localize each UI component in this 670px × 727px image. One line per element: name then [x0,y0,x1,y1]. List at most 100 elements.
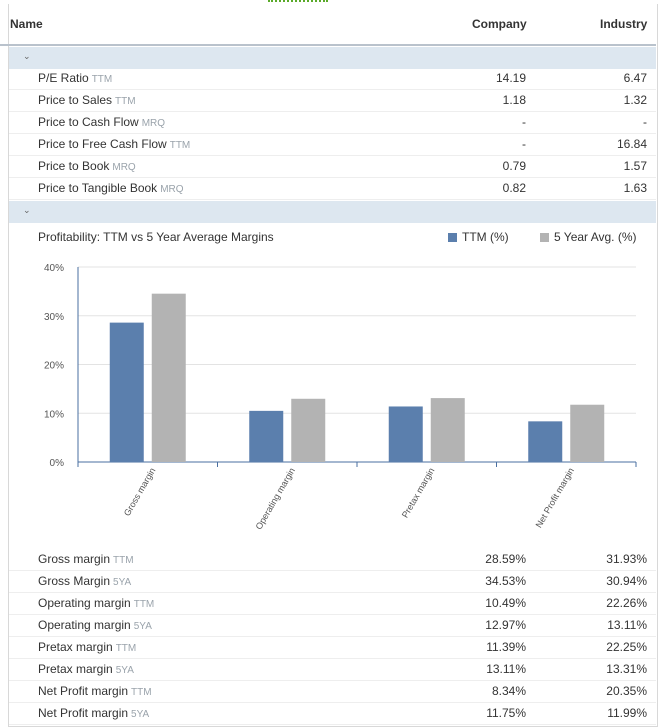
legend-item-5ya[interactable]: 5 Year Avg. (%) [540,230,637,244]
bar-5ya-net-profit-margin [570,404,605,462]
industry-value: 22.26% [606,596,647,610]
legend-label-ttm: TTM (%) [462,230,509,244]
row-label: P/E Ratio TTM [38,71,112,85]
industry-value: 1.63 [623,181,647,195]
row-period: MRQ [112,162,136,173]
row-label-text: Operating margin [38,618,131,632]
company-value: 8.34% [491,684,526,698]
row-label: Gross Margin 5YA [38,574,131,588]
legend-label-5ya: 5 Year Avg. (%) [554,230,637,244]
bar-ttm-gross-margin [109,322,144,462]
y-tick-label: 30% [44,312,64,323]
row-label-text: Pretax margin [38,640,113,654]
table-row: Price to Free Cash Flow TTM - 16.84 [9,133,656,156]
header-name: Name [10,17,43,31]
company-value: 28.59% [485,552,526,566]
company-value: 0.82 [502,181,526,195]
industry-value: 1.57 [623,159,647,173]
header-company: Company [472,17,527,31]
row-label: Operating margin 5YA [38,618,152,632]
row-label-text: Pretax margin [38,662,113,676]
row-label-text: Gross Margin [38,574,111,588]
table-row: Pretax margin TTM 11.39% 22.25% [9,636,656,659]
bar-5ya-pretax-margin [430,398,465,462]
row-label: Price to Tangible Book MRQ [38,181,184,195]
chart-title: Profitability: TTM vs 5 Year Average Mar… [38,230,274,244]
company-value: - [522,115,526,129]
row-period: TTM [115,643,137,654]
chevron-down-icon: ⌄ [23,205,31,215]
row-label-text: Net Profit margin [38,706,129,720]
row-period: TTM [131,687,152,698]
table-row: P/E Ratio TTM 14.19 6.47 [9,67,656,90]
company-value: - [522,137,526,151]
table-row: Price to Sales TTM 1.18 1.32 [9,89,656,112]
row-label: Net Profit margin TTM [38,684,152,698]
industry-value: - [643,115,647,129]
legend-swatch-ttm [448,232,457,242]
industry-value: 31.93% [606,552,647,566]
table-row: Operating margin 5YA 12.97% 13.11% [9,614,656,637]
row-period: 5YA [113,577,132,588]
table-row: Price to Tangible Book MRQ 0.82 1.63 [9,177,656,200]
table-row: Operating margin TTM 10.49% 22.26% [9,592,656,615]
industry-value: 1.32 [623,93,647,107]
table-row: Net Profit margin 5YA 11.75% 11.99% [9,702,656,725]
row-label: Price to Book MRQ [38,159,136,173]
industry-value: 6.47 [623,71,647,85]
profitability-group-toggle[interactable]: ⌄ [9,201,656,223]
table-row: Net Profit margin TTM 8.34% 20.35% [9,680,656,703]
bar-ttm-operating-margin [249,410,284,462]
table-row: Pretax margin 5YA 13.11% 13.31% [9,658,656,681]
industry-value: 13.11% [607,618,647,632]
company-value: 12.97% [485,618,526,632]
table-row: Price to Cash Flow MRQ - - [9,111,656,134]
row-period: TTM [133,599,155,610]
company-value: 11.75% [486,706,526,720]
top-strip [0,0,670,4]
y-tick-label: 20% [44,361,64,372]
x-category-label: Net Profit margin [534,466,576,529]
row-period: TTM [113,555,134,566]
row-label-text: Price to Sales [38,93,113,107]
row-period: 5YA [115,665,134,676]
row-period: 5YA [131,709,150,720]
y-tick-label: 40% [44,263,64,274]
row-label: Gross margin TTM [38,552,134,566]
industry-value: 22.25% [606,640,647,654]
table-header: Name Company Industry [0,4,656,46]
row-label: Operating margin TTM [38,596,154,610]
y-tick-label: 0% [50,458,65,469]
table-row: Gross margin TTM 28.59% 31.93% [9,548,656,571]
row-label: Price to Cash Flow MRQ [38,115,165,129]
row-label-text: Net Profit margin [38,684,129,698]
row-label: Pretax margin 5YA [38,662,134,676]
row-label-text: Operating margin [38,596,131,610]
valuation-group-toggle[interactable]: ⌄ [9,47,656,69]
bar-ttm-pretax-margin [388,406,423,462]
top-accent [268,0,328,4]
row-label-text: P/E Ratio [38,71,89,85]
company-value: 1.18 [502,93,526,107]
x-category-label: Pretax margin [400,466,437,520]
row-label: Price to Free Cash Flow TTM [38,137,190,151]
bar-5ya-gross-margin [151,293,186,462]
row-label: Pretax margin TTM [38,640,136,654]
industry-value: 20.35% [606,684,647,698]
row-period: TTM [169,140,191,151]
industry-value: 30.94% [606,574,647,588]
row-period: 5YA [133,621,152,632]
company-value: 11.39% [486,640,526,654]
row-label: Price to Sales TTM [38,93,136,107]
industry-value: 13.31% [606,662,647,676]
x-category-label: Gross margin [122,466,158,518]
table-row: Gross Margin 5YA 34.53% 30.94% [9,570,656,593]
row-label-text: Price to Tangible Book [38,181,158,195]
row-period: TTM [91,74,113,85]
row-period: TTM [115,96,136,107]
row-label-text: Price to Book [38,159,110,173]
legend-item-ttm[interactable]: TTM (%) [448,230,509,244]
row-period: MRQ [160,184,184,195]
industry-value: 16.84 [616,137,647,151]
